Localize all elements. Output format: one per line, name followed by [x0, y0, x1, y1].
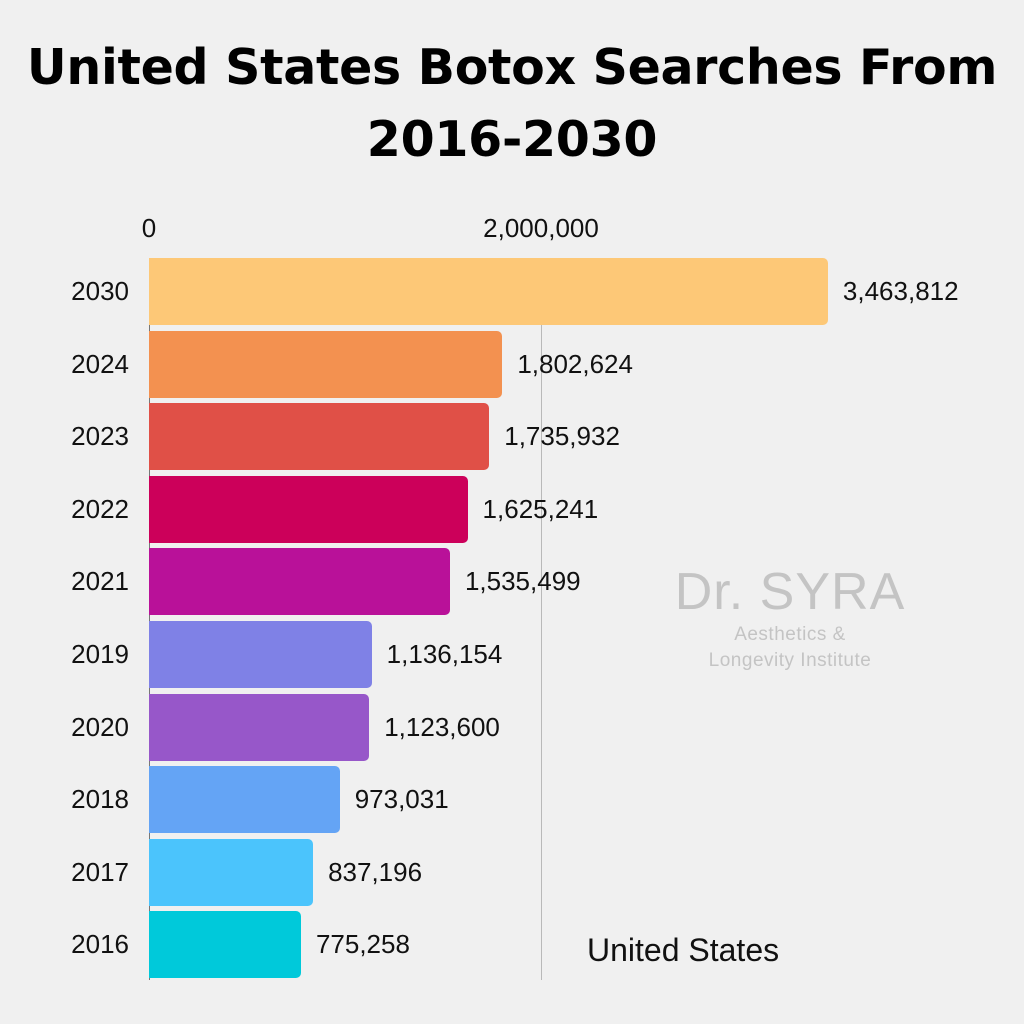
bar [149, 838, 314, 906]
category-label: 2030 [71, 276, 129, 306]
bar-row: 2023 1,735,932 [0, 403, 1024, 471]
category-label: 2021 [71, 566, 129, 597]
bar-row: 2021 1,535,499 [0, 548, 1024, 616]
chart-title-line-2: 2016-2030 [366, 111, 658, 168]
bar-row: 2020 1,123,600 [0, 693, 1024, 761]
region-label: United States [587, 932, 780, 968]
value-label: 1,535,499 [464, 566, 581, 597]
value-label: 3,463,812 [842, 276, 959, 306]
value-label: 775,258 [315, 929, 410, 960]
value-label: 973,031 [354, 784, 449, 815]
bar-row: 2016 775,258 [0, 911, 1024, 979]
category-label: 2024 [71, 348, 129, 379]
bar [149, 403, 490, 471]
category-label: 2018 [71, 784, 129, 815]
x-tick-label: 0 [141, 213, 157, 243]
chart-title: United States Botox Searches From 2016-2… [0, 32, 1024, 176]
bar [149, 693, 370, 761]
bar [149, 911, 301, 979]
watermark-line-2: Longevity Institute [708, 650, 872, 671]
watermark-line-1: Aesthetics & [734, 624, 846, 645]
bar [149, 548, 450, 616]
watermark-logo: Dr. SYRA Aesthetics & Longevity Institut… [640, 562, 940, 674]
value-label: 1,735,932 [504, 421, 620, 452]
bar-row: 2019 1,136,154 [0, 621, 1024, 688]
value-label: 837,196 [328, 856, 423, 887]
bar-row: 2030 3,463,812 [0, 258, 1024, 325]
bar [149, 766, 340, 834]
bar-row: 2022 1,625,241 [0, 475, 1024, 543]
category-label: 2020 [71, 711, 129, 742]
bar-row: 2024 1,802,624 [0, 330, 1024, 398]
category-label: 2017 [71, 856, 129, 887]
value-label: 1,802,624 [517, 348, 633, 379]
bar [149, 621, 372, 688]
value-label: 1,625,241 [482, 493, 599, 524]
bar [149, 330, 503, 398]
watermark-name: Dr. SYRA [674, 563, 906, 621]
y-axis-line [149, 258, 150, 980]
value-label: 1,136,154 [386, 639, 503, 669]
bar [149, 258, 828, 325]
bar-row: 2018 973,031 [0, 766, 1024, 834]
value-label: 1,123,600 [384, 711, 500, 742]
category-label: 2019 [71, 639, 129, 669]
category-label: 2023 [71, 421, 129, 452]
x-tick-label: 2,000,000 [483, 213, 599, 243]
category-label: 2016 [71, 929, 129, 960]
gridline [541, 258, 542, 980]
bar-row: 2017 837,196 [0, 838, 1024, 906]
bar [149, 475, 468, 543]
chart-title-line-1: United States Botox Searches From [26, 39, 998, 96]
category-label: 2022 [71, 493, 129, 524]
